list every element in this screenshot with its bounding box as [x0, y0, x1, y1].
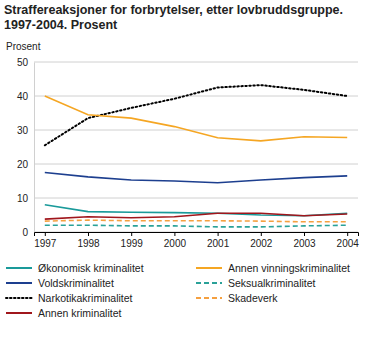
grid: [34, 62, 358, 232]
x-tick-mark: [261, 232, 262, 236]
legend-item: Seksualkriminalitet: [196, 277, 316, 289]
legend-item: Økonomisk kriminalitet: [6, 262, 144, 274]
series-line: [45, 205, 347, 216]
x-tick-label: 2000: [164, 238, 187, 249]
series-line: [45, 85, 347, 145]
legend-label: Annen vinningskriminalitet: [228, 262, 350, 274]
x-tick-label: 1999: [121, 238, 144, 249]
grid-line: [34, 62, 358, 63]
x-tick-mark: [45, 232, 46, 236]
x-tick: 2000: [164, 232, 187, 249]
y-tick-label: 20: [17, 159, 29, 170]
legend-swatch: [6, 312, 32, 314]
series-line: [45, 225, 347, 227]
grid-line: [34, 198, 358, 199]
series-line: [45, 220, 347, 222]
chart: Straffereaksjoner for forbrytelser, ette…: [0, 0, 372, 350]
legend-item: Annen kriminalitet: [6, 307, 122, 319]
y-axis: 0 10 20 30 40 50: [17, 57, 35, 238]
legend-swatch: [6, 297, 32, 299]
x-tick: 2003: [293, 232, 316, 249]
x-tick: 1997: [34, 232, 57, 249]
x-tick-mark: [347, 232, 348, 236]
legend-item: Narkotikakriminalitet: [6, 292, 133, 304]
grid-line: [34, 164, 358, 165]
x-tick-mark: [304, 232, 305, 236]
y-tick: 40: [17, 91, 34, 102]
y-axis-title: Prosent: [6, 41, 41, 52]
y-tick-label: 0: [22, 227, 28, 238]
legend-label: Skadeverk: [228, 292, 278, 304]
y-tick-label: 40: [17, 91, 29, 102]
series-line: [45, 96, 347, 141]
y-tick: 0: [22, 227, 34, 238]
legend-swatch: [6, 267, 32, 269]
x-axis-line: [35, 233, 359, 237]
y-tick: 20: [17, 159, 34, 170]
x-tick-label: 2001: [207, 238, 230, 249]
lines: [45, 85, 347, 227]
grid-line: [34, 96, 358, 97]
x-tick-label: 2002: [250, 238, 273, 249]
legend: Økonomisk kriminalitet Voldskriminalitet N…: [6, 262, 350, 319]
legend-item: Annen vinningskriminalitet: [196, 262, 350, 274]
grid-line: [34, 130, 358, 131]
legend-swatch: [196, 267, 222, 269]
x-axis: 1997 1998 1999 2000 2001 2002 2003 2004: [34, 232, 359, 249]
x-tick-mark: [174, 232, 175, 236]
x-tick: 1999: [121, 232, 144, 249]
x-tick: 2002: [250, 232, 273, 249]
legend-item: Skadeverk: [196, 292, 278, 304]
y-tick-label: 10: [17, 193, 29, 204]
y-axis-line: [34, 63, 35, 233]
series-line: [45, 213, 347, 219]
y-tick-label: 50: [17, 57, 29, 68]
x-tick: 2004: [337, 232, 360, 249]
x-tick: 2001: [207, 232, 230, 249]
legend-swatch: [6, 282, 32, 284]
legend-label: Seksualkriminalitet: [228, 277, 316, 289]
series-line: [45, 173, 347, 183]
x-tick-mark: [218, 232, 219, 236]
legend-item: Voldskriminalitet: [6, 277, 114, 289]
y-tick: 30: [17, 125, 34, 136]
legend-label: Annen kriminalitet: [38, 307, 122, 319]
title: Straffereaksjoner for forbrytelser, ette…: [4, 3, 343, 17]
y-tick-label: 30: [17, 125, 29, 136]
x-tick: 1998: [77, 232, 100, 249]
legend-label: Narkotikakriminalitet: [38, 292, 133, 304]
legend-swatch: [196, 297, 222, 299]
legend-label: Voldskriminalitet: [38, 277, 114, 289]
plot: 0 10 20 30 40 50 1997 1998 1999 2000 2001 2002 2003 2…: [17, 57, 359, 249]
x-tick-label: 2003: [293, 238, 316, 249]
x-tick-label: 2004: [337, 238, 360, 249]
y-tick: 50: [17, 57, 34, 68]
x-tick-label: 1997: [34, 238, 57, 249]
subtitle: 1997-2004. Prosent: [4, 18, 118, 32]
y-tick: 10: [17, 193, 34, 204]
x-tick-mark: [88, 232, 89, 236]
legend-swatch: [196, 282, 222, 284]
x-tick-label: 1998: [77, 238, 100, 249]
legend-label: Økonomisk kriminalitet: [38, 262, 144, 274]
x-tick-mark: [131, 232, 132, 236]
